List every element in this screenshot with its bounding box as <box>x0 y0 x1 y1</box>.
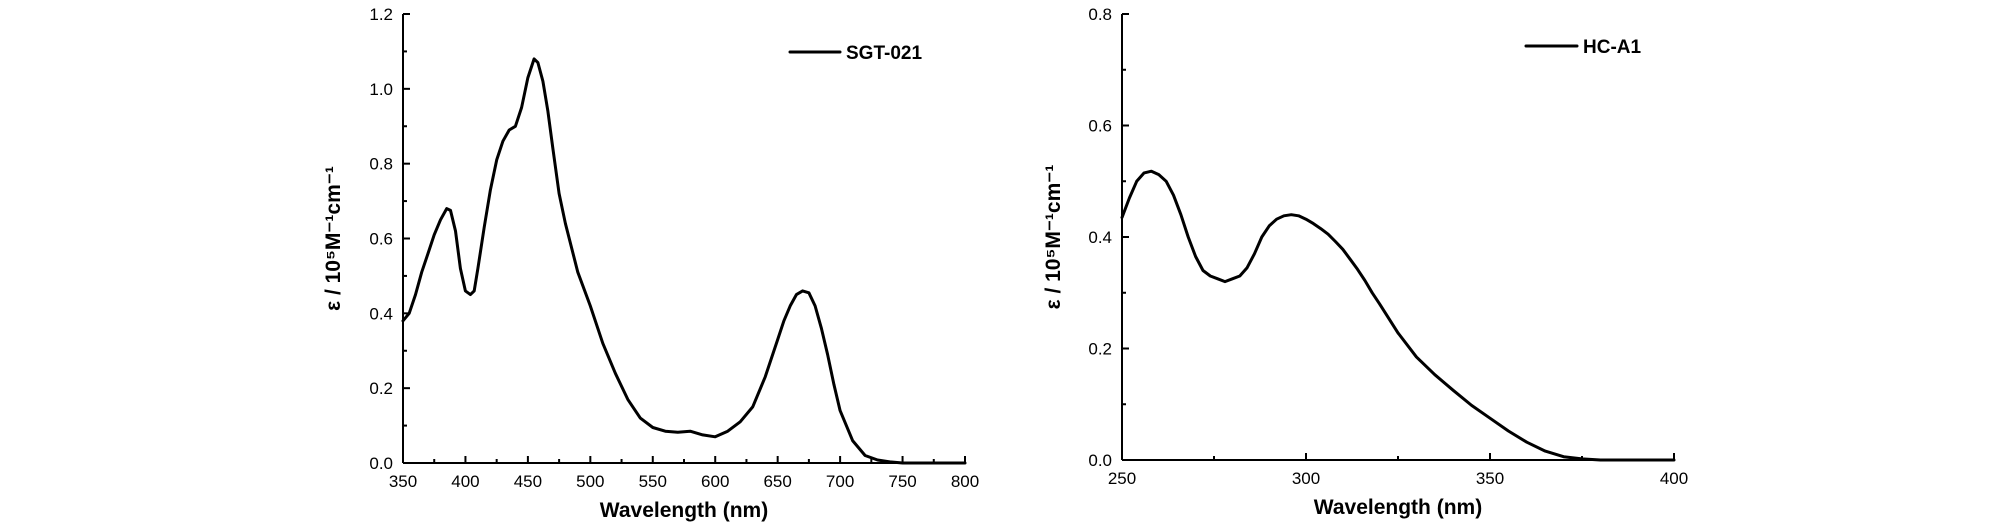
chart-1-series-line <box>401 57 967 465</box>
chart-2-series-line <box>1120 169 1676 462</box>
chart-1-y-tick-label: 0.8 <box>369 155 393 174</box>
chart-2-y-tick-label: 0.4 <box>1088 228 1112 247</box>
chart-1-x-tick-label: 500 <box>576 472 604 491</box>
chart-2-y-tick-label: 0.2 <box>1088 340 1112 359</box>
chart-1-x-tick-label: 700 <box>826 472 854 491</box>
chart-2-x-axis-title: Wavelength (nm) <box>1314 496 1482 519</box>
chart-1-y-tick-label: 1.0 <box>369 80 393 99</box>
chart-1-x-tick-label: 550 <box>639 472 667 491</box>
chart-2-x-tick-label: 250 <box>1108 469 1136 488</box>
chart-2-x-tick-label: 300 <box>1292 469 1320 488</box>
chart-1-y-axis-title: ε / 10⁵M⁻¹cm⁻¹ <box>322 166 345 311</box>
chart-1-axes <box>402 14 965 464</box>
chart-2-y-axis-title: ε / 10⁵M⁻¹cm⁻¹ <box>1042 165 1065 310</box>
chart-2-x-tick-label: 400 <box>1660 469 1688 488</box>
chart-1-y-tick-label: 1.2 <box>369 5 393 24</box>
chart-1-x-axis-title: Wavelength (nm) <box>600 499 768 522</box>
chart-2-series <box>1120 169 1676 462</box>
chart-1-x-tick-label: 650 <box>763 472 791 491</box>
chart-1-series <box>401 57 967 465</box>
chart-2-ticks: 250 300 350 400 0.0 0.2 0.4 0.6 0.8 <box>1088 5 1688 488</box>
chart-1-y-tick-label: 0.6 <box>369 230 393 249</box>
chart-1-legend: SGT-021 <box>788 43 922 64</box>
chart-1-legend-label: SGT-021 <box>846 43 922 64</box>
chart-2-legend: HC-A1 <box>1524 37 1641 58</box>
chart-1-y-tick-label: 0.0 <box>369 454 393 473</box>
chart-2-axes <box>1121 14 1674 461</box>
chart-sgt-021: 350 400 450 500 550 600 650 700 750 800 0.0 0.2 0.4 0… <box>322 5 979 522</box>
chart-1-x-tick-label: 800 <box>951 472 979 491</box>
chart-1-x-tick-label: 750 <box>888 472 916 491</box>
chart-1-ticks: 350 400 450 500 550 600 650 700 750 800 0.0 0.2 0.4 0… <box>369 5 979 491</box>
chart-1-y-tick-label: 0.4 <box>369 304 393 323</box>
chart-2-legend-label: HC-A1 <box>1583 37 1641 58</box>
chart-1-y-tick-label: 0.2 <box>369 379 393 398</box>
chart-2-y-tick-label: 0.6 <box>1088 117 1112 136</box>
chart-1-x-tick-label: 400 <box>451 472 479 491</box>
chart-1-x-tick-label: 600 <box>701 472 729 491</box>
chart-2-y-tick-label: 0.8 <box>1088 5 1112 24</box>
chart-1-x-tick-label: 450 <box>514 472 542 491</box>
chart-hc-a1: 250 300 350 400 0.0 0.2 0.4 0.6 0.8 Wavelength (… <box>1042 5 1688 519</box>
chart-2-y-tick-label: 0.0 <box>1088 451 1112 470</box>
chart-1-x-tick-label: 350 <box>389 472 417 491</box>
chart-2-x-tick-label: 350 <box>1476 469 1504 488</box>
